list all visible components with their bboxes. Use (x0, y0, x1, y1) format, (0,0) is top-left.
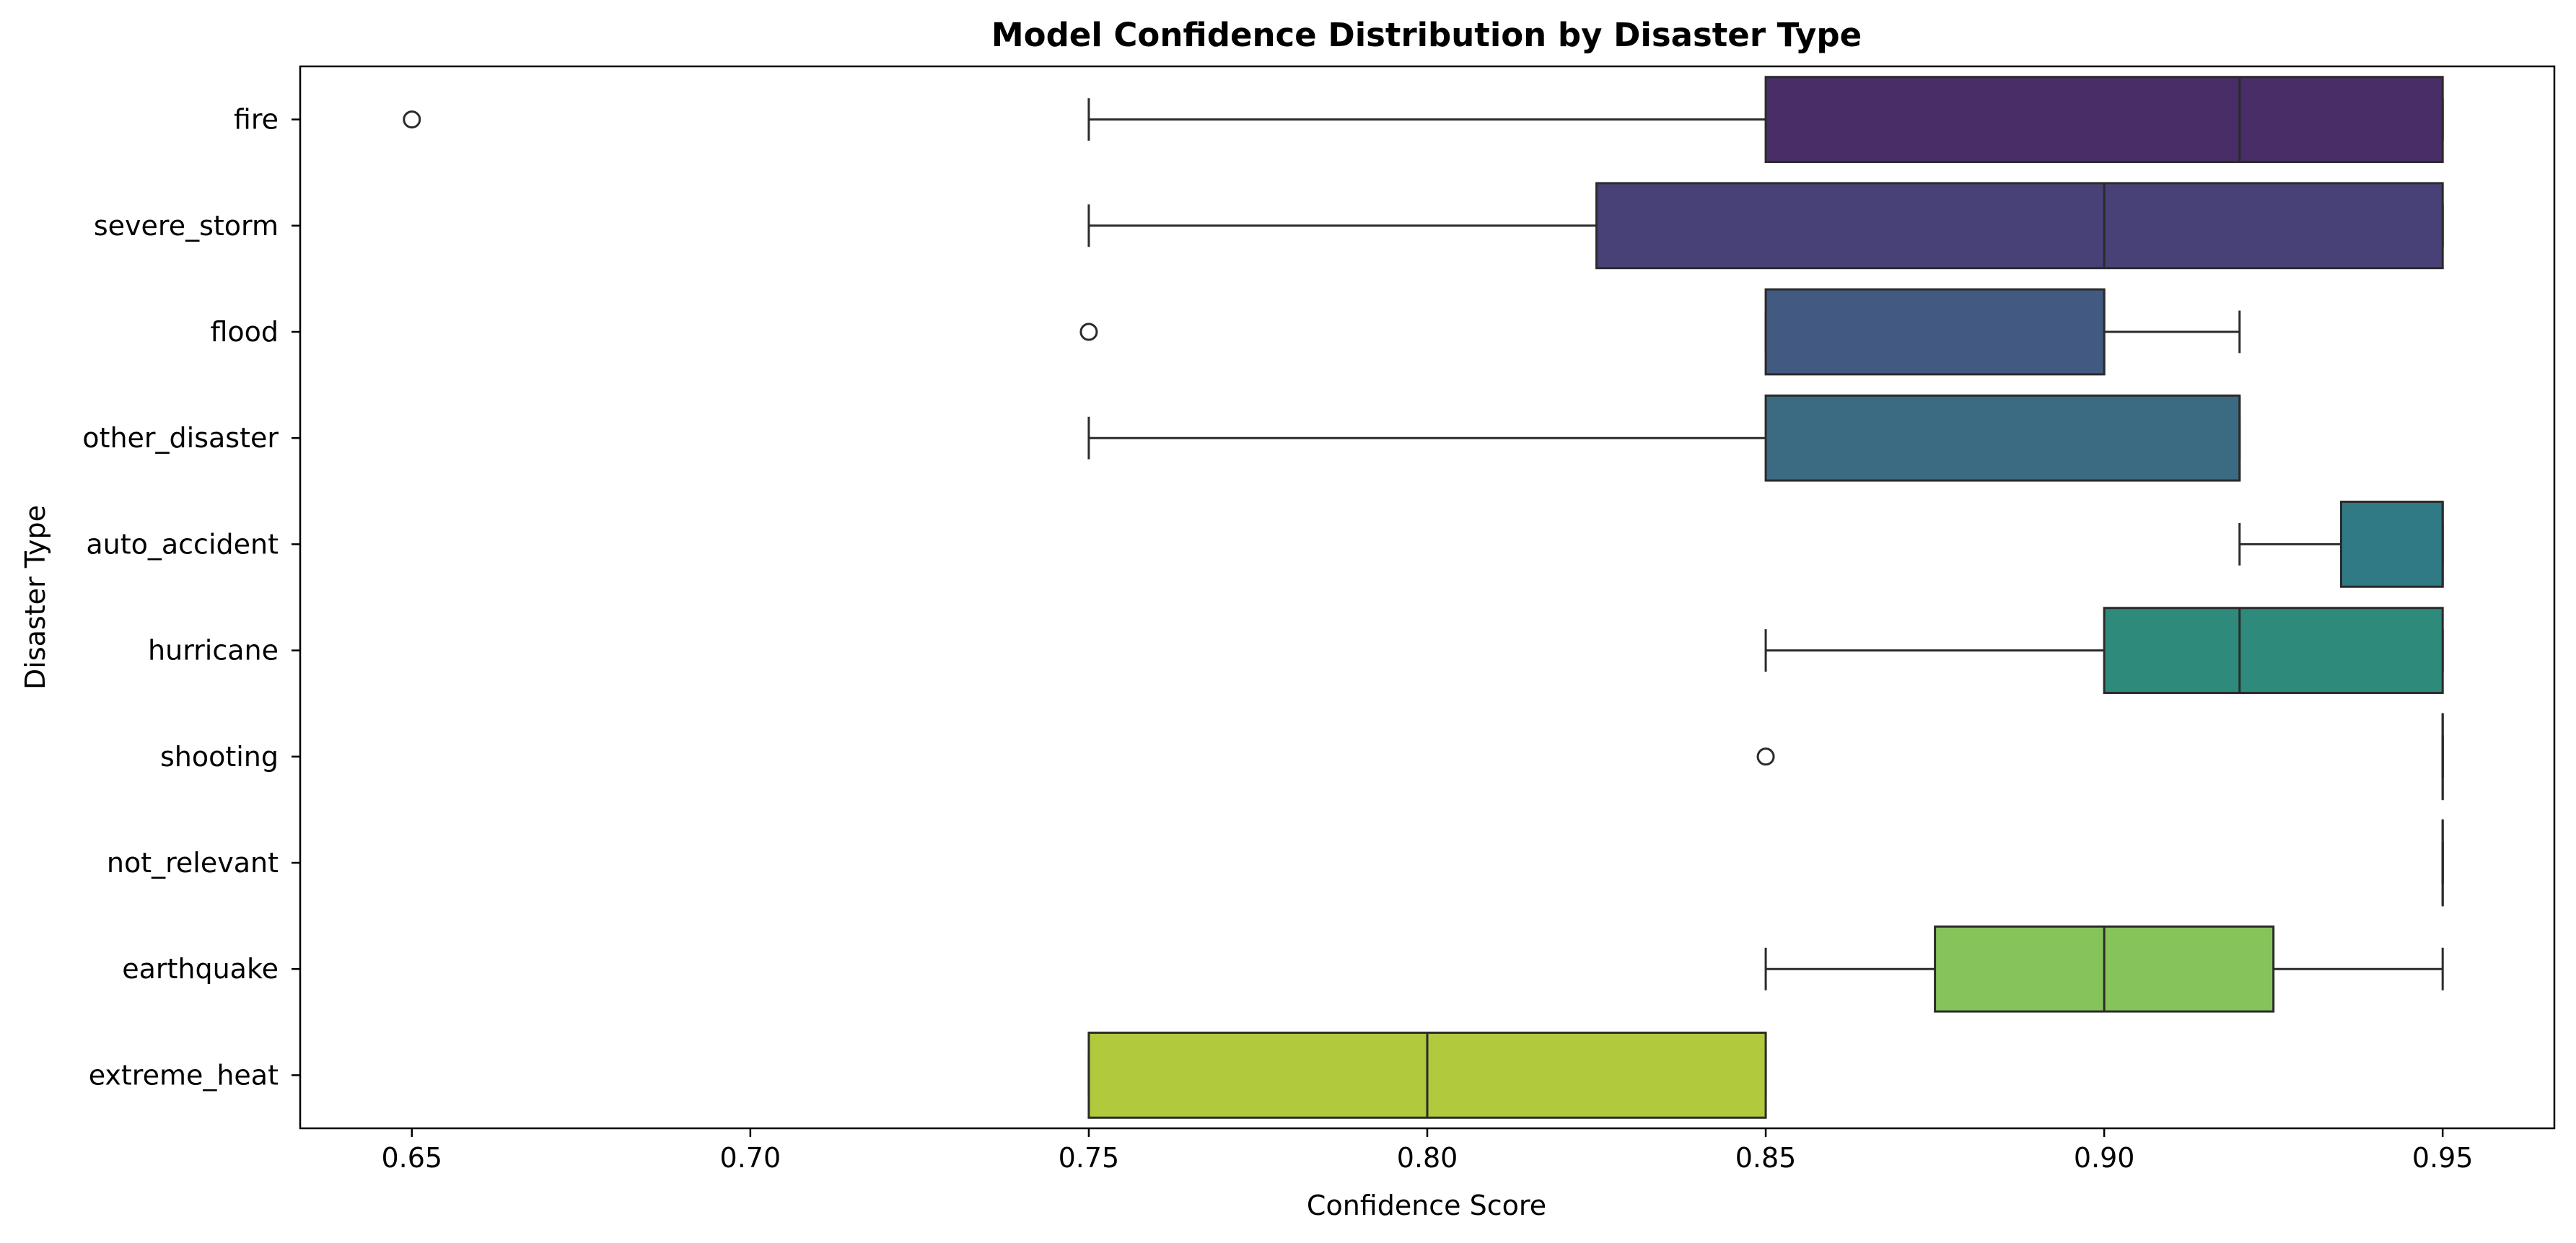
box-group-shooting (1756, 713, 2444, 801)
y-tick-label: not_relevant (107, 847, 279, 879)
outlier-point (1756, 747, 1775, 766)
x-tick-label: 0.90 (2074, 1142, 2135, 1174)
box-group-flood (1079, 288, 2241, 376)
y-axis-label: Disaster Type (19, 505, 51, 690)
outlier-point (403, 110, 421, 129)
y-tick-label: hurricane (148, 635, 279, 667)
x-tick-label: 0.80 (1397, 1142, 1458, 1174)
box (1764, 288, 2106, 376)
y-tick-label: fire (234, 104, 279, 136)
box (1595, 182, 2444, 270)
x-axis: 0.65 0.70 0.75 0.80 0.85 0.90 0.95 (381, 1128, 2474, 1174)
box-group-fire (403, 76, 2444, 163)
box-group-other_disaster (1087, 394, 2241, 482)
x-tick-label: 0.95 (2412, 1142, 2474, 1174)
box (2103, 607, 2444, 694)
x-tick-label: 0.75 (1059, 1142, 1120, 1174)
box-group-hurricane (1764, 607, 2444, 694)
box (1764, 76, 2444, 163)
box (1764, 394, 2241, 482)
x-tick-label: 0.70 (720, 1142, 781, 1174)
y-tick-label: flood (210, 316, 279, 348)
chart-title: Model Confidence Distribution by Disaste… (991, 16, 1862, 54)
box-group-auto_accident (2238, 501, 2444, 588)
x-tick-label: 0.85 (1735, 1142, 1797, 1174)
outlier-point (1079, 322, 1098, 341)
box-group-severe_storm (1087, 182, 2444, 270)
y-tick-label: extreme_heat (89, 1059, 279, 1091)
y-tick-label: auto_accident (86, 528, 279, 560)
y-tick-label: earthquake (122, 953, 279, 985)
y-tick-label: other_disaster (82, 422, 279, 454)
box-group-earthquake (1764, 925, 2444, 1013)
box-group-extreme_heat (1087, 1032, 1767, 1119)
plot-area (403, 76, 2444, 1119)
x-axis-label: Confidence Score (1307, 1190, 1546, 1221)
x-tick-label: 0.65 (381, 1142, 442, 1174)
box (2339, 501, 2444, 588)
y-tick-label: shooting (160, 741, 279, 773)
y-tick-label: severe_storm (94, 210, 279, 242)
